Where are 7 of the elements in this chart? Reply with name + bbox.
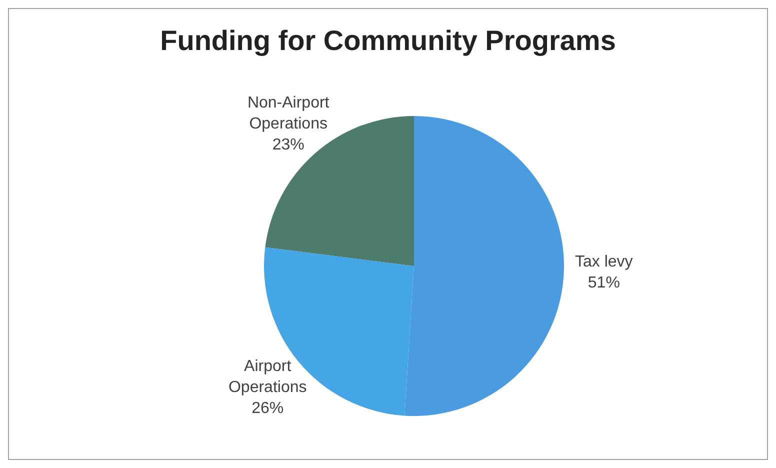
slice-label: Non-Airport Operations (247, 94, 330, 132)
slice-label: Tax levy (575, 252, 633, 270)
data-label: 26% (252, 400, 284, 417)
data-label: 51% (588, 274, 620, 291)
data-label: 23% (272, 136, 304, 153)
chart-title: Funding for Community Programs (159, 25, 617, 57)
slice-label: Airport Operations (228, 358, 307, 396)
